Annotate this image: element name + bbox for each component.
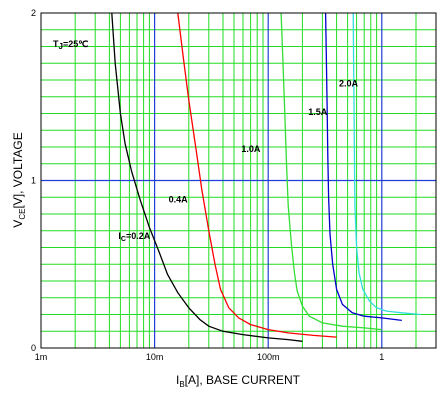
y-tick-label: 2 xyxy=(31,8,36,18)
series-label-4: 2.0A xyxy=(339,79,359,89)
y-tick-label: 1 xyxy=(31,176,36,186)
x-tick-label: 100m xyxy=(257,352,280,362)
series-label-3: 1.5A xyxy=(308,107,328,117)
x-tick-label: 1m xyxy=(35,352,48,362)
series-label-1: 0.4A xyxy=(169,194,189,204)
y-axis-title: VCE[V], VOLTAGE xyxy=(11,132,27,227)
series-label-2: 1.0A xyxy=(241,144,261,154)
y-tick-label: 0 xyxy=(31,343,36,353)
x-axis-title: IB[A], BASE CURRENT xyxy=(176,373,301,389)
x-tick-label: 10m xyxy=(146,352,164,362)
x-tick-label: 1 xyxy=(379,352,384,362)
